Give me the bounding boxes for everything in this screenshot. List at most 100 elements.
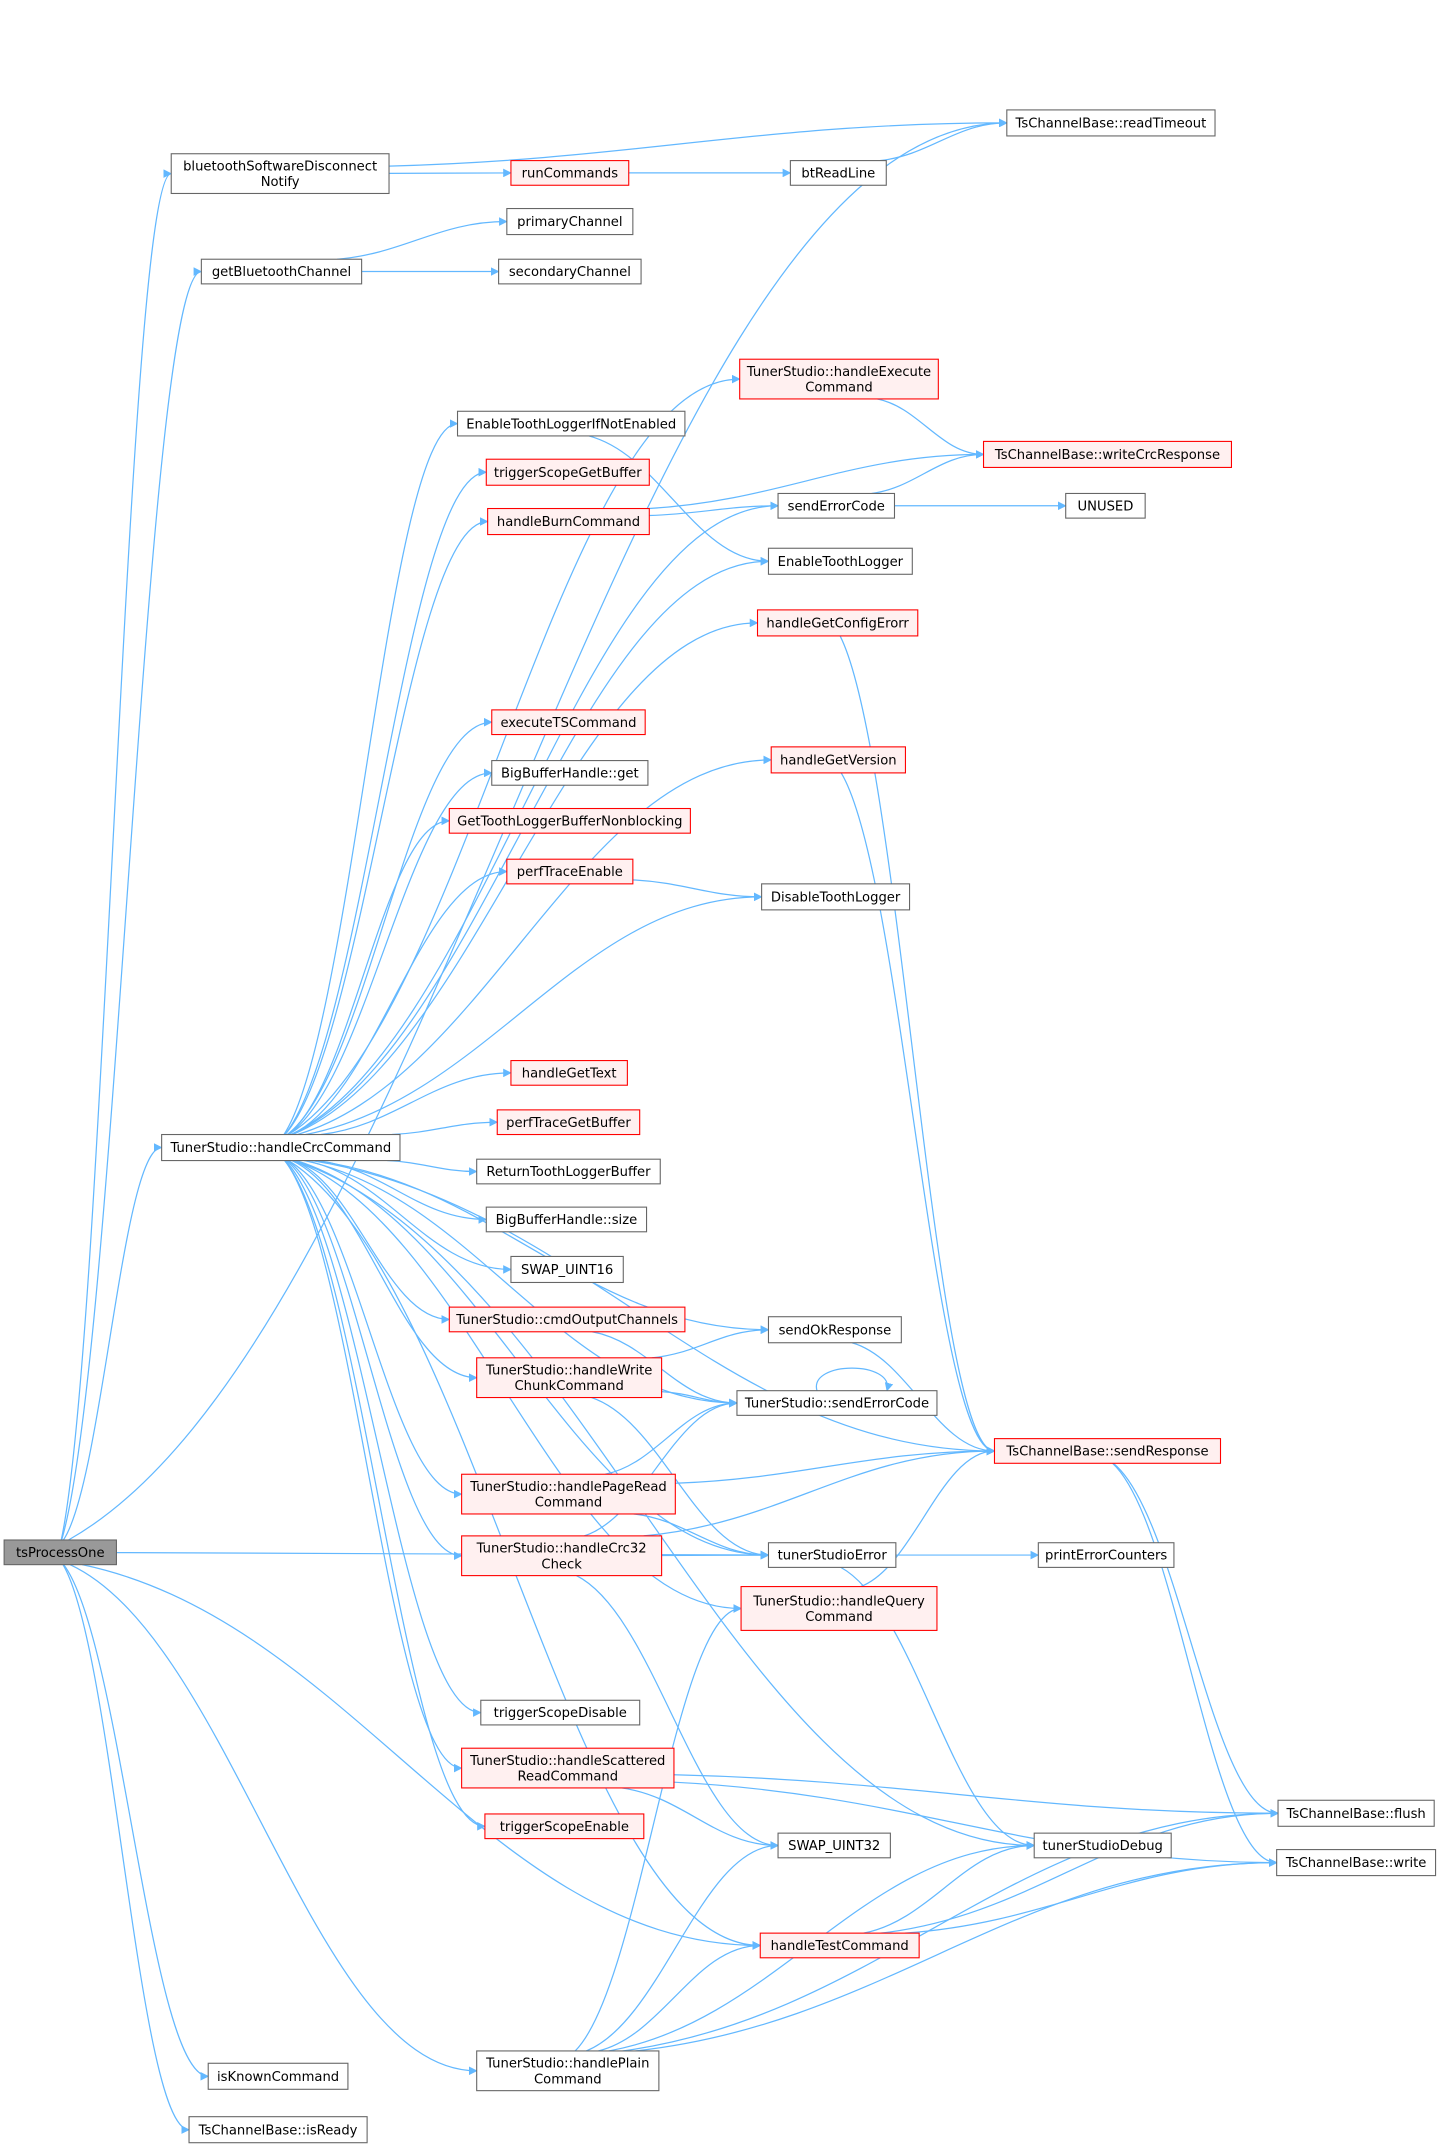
node-box <box>476 1357 663 1399</box>
node-box <box>496 1109 641 1136</box>
node-label: TunerStudio::handleCrcCommand <box>169 1141 391 1156</box>
edge-handleCrcCommand-to-handleExecuteCommand <box>288 374 741 1136</box>
edge-handleCrcCommand-to-handleQuery <box>293 1159 742 1613</box>
node-bigBufferGet[interactable]: BigBufferHandle::get <box>491 760 649 786</box>
node-label: sendErrorCode <box>788 499 885 514</box>
node-box <box>1037 1542 1175 1568</box>
node-label: TunerStudio::handleExecute <box>746 365 931 380</box>
node-isKnownCommand[interactable]: isKnownCommand <box>207 2062 349 2090</box>
node-label: TunerStudio::handleScattered <box>469 1754 665 1769</box>
node-triggerScopeDisable[interactable]: triggerScopeDisable <box>480 1699 641 1726</box>
edge-handleCrc32-to-swapUint32 <box>576 1575 779 1850</box>
edge-tsProcessOne-to-isKnownCommand <box>63 1564 210 2081</box>
edge-handlePageRead-to-sendResponse <box>675 1446 996 1484</box>
node-getToothLoggerBuffer[interactable]: GetToothLoggerBufferNonblocking <box>448 807 691 834</box>
edge-tsProcessOne-to-getBluetoothChannel <box>61 267 203 1541</box>
node-handleGetVersion[interactable]: handleGetVersion <box>770 746 906 774</box>
edge-handleWriteChunk-to-tunerStudioError <box>591 1396 770 1560</box>
node-handleGetText[interactable]: handleGetText <box>510 1060 628 1086</box>
node-enableToothLoggerIfNot[interactable]: EnableToothLoggerIfNotEnabled <box>456 410 686 437</box>
edge-handleWriteChunk-to-tsSendErrorCode <box>661 1391 738 1408</box>
node-tsProcessOne[interactable]: tsProcessOne <box>3 1539 117 1566</box>
node-enableToothLogger[interactable]: EnableToothLogger <box>767 547 913 575</box>
node-box <box>1033 1832 1172 1859</box>
node-runCommands[interactable]: runCommands <box>510 160 630 186</box>
node-label: ChunkCommand <box>515 1379 624 1394</box>
node-box <box>739 358 939 400</box>
edge-handlePlain-to-swapUint32 <box>586 1841 779 2052</box>
node-perfTraceGetBuffer[interactable]: perfTraceGetBuffer <box>496 1109 641 1136</box>
node-triggerScopeEnable[interactable]: triggerScopeEnable <box>484 1813 645 1840</box>
node-unused[interactable]: UNUSED <box>1065 492 1146 519</box>
node-writeCrcResponse[interactable]: TsChannelBase::writeCrcResponse <box>982 440 1233 468</box>
edge-sendResponse-to-write <box>1112 1462 1278 1867</box>
node-box <box>200 258 363 285</box>
edge-handleCrcCommand-to-bigBufferGet <box>287 768 493 1136</box>
node-label: handleGetText <box>522 1067 617 1082</box>
node-handleGetConfigErorr[interactable]: handleGetConfigErorr <box>756 609 919 637</box>
node-label: Command <box>805 1610 873 1625</box>
node-label: TunerStudio::handleWrite <box>485 1363 652 1378</box>
edge-btReadLine-to-readTimeout <box>879 118 1008 162</box>
node-cmdOutputChannels[interactable]: TunerStudio::cmdOutputChannels <box>448 1306 686 1333</box>
node-label: TunerStudio::handleQuery <box>752 1594 925 1609</box>
node-label: SWAP_UINT16 <box>521 1263 613 1278</box>
node-box <box>161 1133 401 1162</box>
node-printErrorCounters[interactable]: printErrorCounters <box>1037 1542 1175 1568</box>
edge-btDisconnect-to-readTimeout <box>389 118 1008 167</box>
node-label: Command <box>534 2072 602 2087</box>
node-label: tunerStudioError <box>778 1549 888 1564</box>
node-returnToothLoggerBuffer[interactable]: ReturnToothLoggerBuffer <box>476 1158 661 1185</box>
edge-handleCrcCommand-to-disableToothLogger <box>305 892 763 1136</box>
node-perfTraceEnable[interactable]: perfTraceEnable <box>506 858 634 885</box>
node-sendResponse[interactable]: TsChannelBase::sendResponse <box>993 1438 1222 1464</box>
node-box <box>510 1060 628 1086</box>
node-flush[interactable]: TsChannelBase::flush <box>1277 1799 1435 1827</box>
node-readTimeout[interactable]: TsChannelBase::readTimeout <box>1006 109 1216 137</box>
node-tsSendErrorCode[interactable]: TunerStudio::sendErrorCode <box>736 1390 938 1416</box>
edge-handleCrcCommand-to-handleGetVersion <box>297 755 773 1136</box>
node-isReady[interactable]: TsChannelBase::isReady <box>188 2116 368 2144</box>
node-disableToothLogger[interactable]: DisableToothLogger <box>761 883 911 911</box>
node-swapUint32[interactable]: SWAP_UINT32 <box>777 1832 891 1859</box>
node-box <box>1277 1799 1435 1827</box>
node-tunerStudioError[interactable]: tunerStudioError <box>767 1542 897 1568</box>
edge-handleCrcCommand-to-enableToothLoggerIfNot <box>283 419 459 1135</box>
edge-tsProcessOne-to-handleTestCommand <box>82 1564 762 1950</box>
node-write[interactable]: TsChannelBase::write <box>1276 1849 1437 1877</box>
node-label: perfTraceGetBuffer <box>506 1116 631 1131</box>
node-secondaryChannel[interactable]: secondaryChannel <box>498 258 642 285</box>
node-handleCrcCommand[interactable]: TunerStudio::handleCrcCommand <box>161 1133 401 1162</box>
node-handleTestCommand[interactable]: handleTestCommand <box>759 1932 920 1959</box>
node-label: TsChannelBase::writeCrcResponse <box>994 448 1220 463</box>
edge-handleCrcCommand-to-handleTestCommand <box>288 1160 762 1950</box>
node-tunerStudioDebug[interactable]: tunerStudioDebug <box>1033 1832 1172 1859</box>
edge-handleGetVersion-to-sendResponse <box>840 772 996 1456</box>
node-sendOkResponse[interactable]: sendOkResponse <box>767 1316 902 1344</box>
node-handleBurnCommand[interactable]: handleBurnCommand <box>487 507 650 536</box>
node-box <box>777 492 896 519</box>
node-box <box>767 1542 897 1568</box>
node-swapUint16[interactable]: SWAP_UINT16 <box>510 1255 624 1284</box>
node-sendErrorCode[interactable]: sendErrorCode <box>777 492 896 519</box>
node-label: TunerStudio::cmdOutputChannels <box>455 1313 678 1328</box>
node-box <box>484 1813 645 1840</box>
node-triggerScopeGetBuffer[interactable]: triggerScopeGetBuffer <box>485 458 650 486</box>
node-bigBufferSize[interactable]: BigBufferHandle::size <box>485 1206 648 1233</box>
edge-tsProcessOne-to-readTimeout <box>68 118 1008 1541</box>
node-box <box>767 1316 902 1344</box>
node-btReadLine[interactable]: btReadLine <box>789 160 887 186</box>
edge-handleCrcCommand-to-triggerScopeGetBuffer <box>284 467 488 1135</box>
node-executeTSCommand[interactable]: executeTSCommand <box>491 709 646 736</box>
node-primaryChannel[interactable]: primaryChannel <box>506 207 634 236</box>
node-getBluetoothChannel[interactable]: getBluetoothChannel <box>200 258 363 285</box>
node-box <box>506 858 634 885</box>
